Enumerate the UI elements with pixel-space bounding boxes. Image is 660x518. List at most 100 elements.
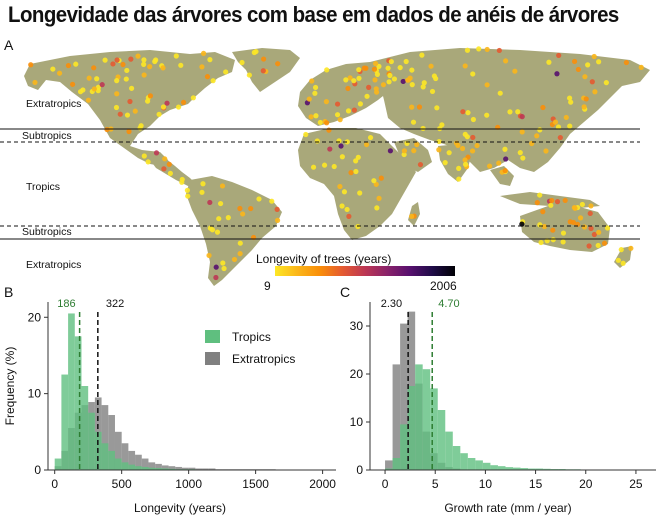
- hist-bar-tropics: [430, 388, 438, 470]
- map-site-point: [459, 145, 466, 152]
- map-site-point: [129, 85, 135, 91]
- hist-bar-tropics: [452, 446, 461, 470]
- hist-bar-tropics: [497, 466, 506, 470]
- map-site-point: [460, 109, 466, 115]
- hist-bar-extratropics: [181, 467, 189, 470]
- map-site-point: [401, 151, 407, 158]
- map-site-point: [324, 67, 330, 73]
- map-site-point: [237, 240, 243, 246]
- map-site-point: [428, 63, 434, 69]
- map-site-point: [344, 139, 350, 145]
- map-site-point: [411, 148, 417, 154]
- map-site-point: [581, 224, 588, 230]
- map-site-point: [69, 81, 76, 87]
- chart-b-ticks: 0 500 1000 1500 2000 0 10 20: [28, 310, 337, 491]
- map-site-point: [385, 65, 391, 71]
- map-site-point: [200, 50, 207, 56]
- legend-min-label: 9: [264, 279, 271, 293]
- map-site-point: [409, 104, 415, 110]
- map-site-point: [537, 127, 543, 133]
- map-site-point: [434, 105, 440, 111]
- map-site-point: [347, 75, 353, 81]
- map-site-point: [595, 242, 601, 249]
- map-site-point: [343, 77, 349, 83]
- map-site-point: [85, 97, 92, 103]
- map-site-point: [65, 62, 72, 69]
- map-site-point: [469, 148, 476, 154]
- map-site-point: [563, 114, 569, 121]
- map-site-point: [166, 161, 172, 167]
- map-site-point: [91, 86, 97, 92]
- map-site-point: [351, 78, 357, 84]
- map-site-point: [356, 67, 362, 73]
- map-site-point: [337, 183, 343, 190]
- hist-bar-extratropics: [188, 467, 196, 470]
- hist-bar-extratropics: [121, 443, 129, 470]
- longevity-colorbar-legend: Longevity of trees (years) 9 2006: [253, 249, 457, 293]
- map-site-point: [540, 209, 546, 215]
- map-site-point: [567, 123, 573, 129]
- map-site-point: [114, 78, 120, 84]
- map-site-point: [538, 239, 544, 246]
- map-site-point: [570, 219, 577, 226]
- map-site-point: [546, 59, 552, 65]
- map-site-point: [464, 134, 470, 140]
- map-site-point: [484, 82, 490, 88]
- map-site-point: [537, 222, 543, 228]
- legend-title: Longevity of trees (years): [256, 252, 391, 266]
- hist-bar-tropics: [101, 443, 109, 470]
- map-site-point: [95, 84, 102, 90]
- map-site-point: [120, 61, 126, 68]
- x-tick-label: 15: [529, 477, 543, 491]
- map-site-point: [339, 154, 345, 160]
- hist-bar-tropics: [400, 424, 408, 470]
- map-site-point: [200, 181, 206, 187]
- map-site-point: [127, 98, 133, 105]
- map-site-point: [239, 59, 245, 66]
- map-site-point: [353, 168, 359, 175]
- hist-bar-tropics: [482, 462, 491, 470]
- map-site-point: [363, 141, 370, 148]
- map-site-point: [324, 120, 330, 126]
- map-site-point: [220, 260, 226, 266]
- map-site-point: [199, 189, 205, 195]
- map-site-point: [592, 89, 598, 95]
- chart-b-xlabel: Longevity (years): [134, 501, 226, 515]
- map-site-point: [314, 138, 320, 144]
- hist-bar-extratropics: [400, 323, 408, 470]
- hist-bar-tropics: [475, 460, 483, 470]
- map-site-point: [167, 170, 173, 176]
- map-site-point: [550, 237, 556, 243]
- map-site-point: [596, 59, 602, 65]
- hist-bar-extratropics: [208, 468, 216, 470]
- map-site-point: [554, 71, 560, 77]
- map-site-point: [164, 100, 170, 106]
- legend-label-tropics: Tropics: [232, 330, 271, 344]
- map-site-point: [380, 82, 387, 88]
- chart-c-medians: 2.30 4.70: [381, 298, 460, 470]
- map-site-point: [135, 53, 141, 59]
- zone-label-extratropics-south: Extratropics: [26, 259, 81, 271]
- map-site-point: [28, 62, 34, 68]
- median-label-extratropics: 322: [106, 298, 124, 310]
- map-site-point: [620, 260, 626, 266]
- chart-b-legend: Tropics Extratropics: [205, 330, 295, 366]
- map-site-point: [502, 146, 508, 152]
- panel-b-label: B: [4, 284, 13, 300]
- map-site-point: [439, 122, 445, 128]
- map-site-point: [554, 199, 561, 205]
- hist-bar-extratropics: [161, 465, 169, 470]
- map-site-point: [549, 197, 555, 204]
- map-site-point: [456, 176, 462, 182]
- map-site-point: [374, 71, 381, 77]
- map-site-point: [575, 66, 582, 73]
- map-site-point: [557, 134, 563, 141]
- hist-bar-tropics: [168, 468, 176, 470]
- map-site-point: [376, 195, 382, 201]
- map-site-point: [207, 57, 213, 63]
- hist-bar-tropics: [88, 412, 95, 470]
- map-site-point: [586, 243, 592, 249]
- hist-bar-extratropics: [141, 458, 149, 470]
- map-site-point: [144, 98, 151, 104]
- map-site-point: [338, 143, 344, 149]
